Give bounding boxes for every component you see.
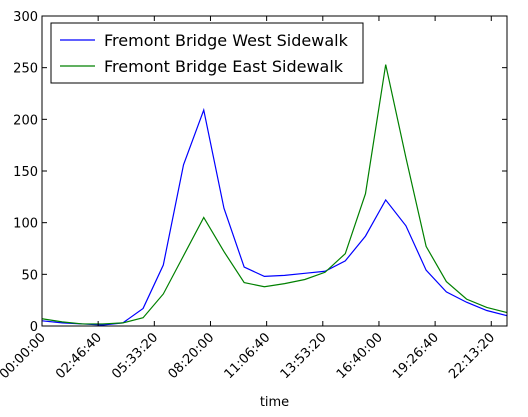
x-tick-label: 05:33:20 [109, 330, 161, 382]
y-tick-label: 50 [21, 268, 38, 283]
y-tick-label: 200 [13, 113, 38, 128]
legend: Fremont Bridge West Sidewalk Fremont Brid… [50, 22, 364, 84]
series-line-1 [41, 107, 508, 326]
series-line-2 [41, 64, 508, 325]
legend-box [50, 22, 364, 84]
x-tick-label: 00:00:00 [0, 330, 49, 382]
y-tick-label: 100 [13, 217, 38, 232]
x-tick-label: 22:13:20 [446, 330, 498, 382]
series-layer [41, 64, 508, 326]
y-tick-label: 250 [13, 62, 38, 77]
x-tick-label: 16:40:00 [334, 330, 386, 382]
y-tick-label: 150 [13, 165, 38, 180]
y-tick-label: 0 [30, 320, 38, 335]
x-axis-title: time [260, 395, 289, 410]
y-axis: 0 50 100 150 200 250 300 [13, 10, 507, 335]
x-tick-label: 08:20:00 [165, 330, 217, 382]
legend-label-1: Fremont Bridge West Sidewalk [104, 31, 349, 50]
x-tick-label: 19:26:40 [390, 330, 442, 382]
y-tick-label: 300 [13, 10, 38, 25]
x-tick-label: 11:06:40 [222, 330, 274, 382]
legend-label-2: Fremont Bridge East Sidewalk [104, 57, 344, 76]
x-tick-label: 02:46:40 [53, 330, 105, 382]
x-tick-label: 13:53:20 [278, 330, 330, 382]
